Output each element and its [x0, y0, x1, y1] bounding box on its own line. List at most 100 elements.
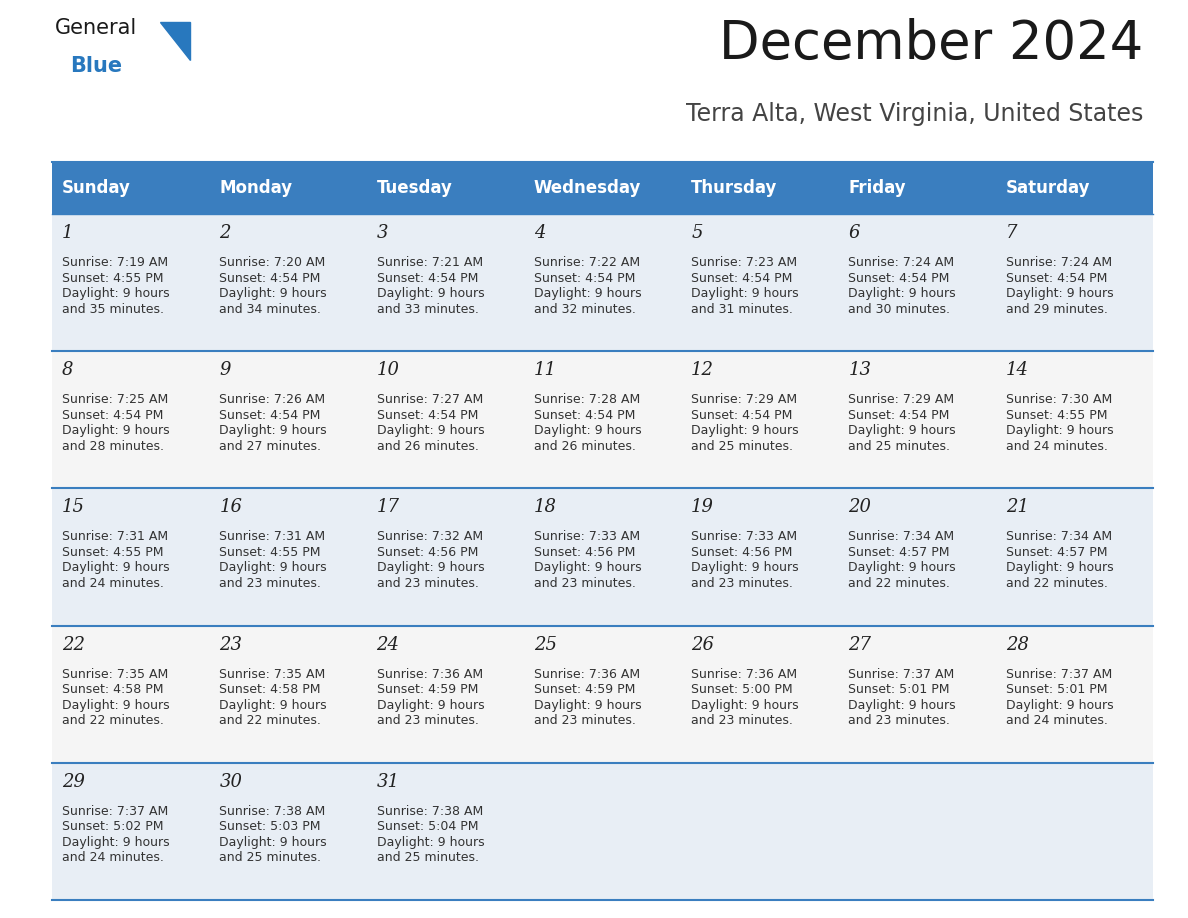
- Text: 4: 4: [533, 224, 545, 242]
- Text: 19: 19: [691, 498, 714, 517]
- Text: 28: 28: [1006, 635, 1029, 654]
- Text: Sunset: 4:55 PM: Sunset: 4:55 PM: [1006, 409, 1107, 421]
- Text: Thursday: Thursday: [691, 179, 777, 197]
- Text: Sunset: 4:54 PM: Sunset: 4:54 PM: [533, 409, 636, 421]
- Bar: [839, 162, 996, 214]
- Text: Sunrise: 7:25 AM: Sunrise: 7:25 AM: [62, 393, 169, 406]
- Text: and 34 minutes.: and 34 minutes.: [220, 303, 321, 316]
- Text: Daylight: 9 hours: Daylight: 9 hours: [220, 699, 327, 711]
- Text: Sunrise: 7:34 AM: Sunrise: 7:34 AM: [1006, 531, 1112, 543]
- Bar: [209, 162, 367, 214]
- Text: 11: 11: [533, 361, 557, 379]
- Text: Sunrise: 7:33 AM: Sunrise: 7:33 AM: [533, 531, 640, 543]
- Text: Blue: Blue: [70, 56, 122, 76]
- Text: Sunset: 4:55 PM: Sunset: 4:55 PM: [220, 546, 321, 559]
- Text: Daylight: 9 hours: Daylight: 9 hours: [1006, 699, 1113, 711]
- Text: and 29 minutes.: and 29 minutes.: [1006, 303, 1107, 316]
- Text: Sunset: 4:54 PM: Sunset: 4:54 PM: [848, 409, 949, 421]
- Bar: [996, 162, 1154, 214]
- Text: Sunrise: 7:29 AM: Sunrise: 7:29 AM: [691, 393, 797, 406]
- Text: Sunrise: 7:34 AM: Sunrise: 7:34 AM: [848, 531, 954, 543]
- Text: 24: 24: [377, 635, 399, 654]
- Bar: [367, 162, 524, 214]
- Text: Daylight: 9 hours: Daylight: 9 hours: [1006, 287, 1113, 300]
- Text: and 25 minutes.: and 25 minutes.: [220, 851, 321, 865]
- Text: and 32 minutes.: and 32 minutes.: [533, 303, 636, 316]
- Text: Daylight: 9 hours: Daylight: 9 hours: [848, 424, 956, 437]
- Text: 29: 29: [62, 773, 86, 790]
- Text: Daylight: 9 hours: Daylight: 9 hours: [533, 287, 642, 300]
- Text: 1: 1: [62, 224, 74, 242]
- Text: and 33 minutes.: and 33 minutes.: [377, 303, 479, 316]
- Text: Sunrise: 7:23 AM: Sunrise: 7:23 AM: [691, 256, 797, 269]
- Text: and 27 minutes.: and 27 minutes.: [220, 440, 321, 453]
- Text: General: General: [55, 18, 138, 38]
- Text: Sunrise: 7:29 AM: Sunrise: 7:29 AM: [848, 393, 954, 406]
- Text: 7: 7: [1006, 224, 1017, 242]
- Text: 12: 12: [691, 361, 714, 379]
- Text: Sunset: 4:56 PM: Sunset: 4:56 PM: [377, 546, 478, 559]
- Text: Sunset: 4:54 PM: Sunset: 4:54 PM: [62, 409, 164, 421]
- Text: Saturday: Saturday: [1006, 179, 1091, 197]
- Text: and 26 minutes.: and 26 minutes.: [533, 440, 636, 453]
- Text: Sunset: 5:00 PM: Sunset: 5:00 PM: [691, 683, 792, 696]
- Text: and 26 minutes.: and 26 minutes.: [377, 440, 479, 453]
- Text: Sunset: 4:55 PM: Sunset: 4:55 PM: [62, 272, 164, 285]
- Text: Sunset: 4:56 PM: Sunset: 4:56 PM: [691, 546, 792, 559]
- Text: and 24 minutes.: and 24 minutes.: [62, 577, 164, 590]
- Text: Daylight: 9 hours: Daylight: 9 hours: [691, 287, 798, 300]
- Text: 25: 25: [533, 635, 557, 654]
- Text: Sunrise: 7:35 AM: Sunrise: 7:35 AM: [62, 667, 169, 680]
- Text: Sunset: 4:54 PM: Sunset: 4:54 PM: [220, 272, 321, 285]
- Text: Sunrise: 7:27 AM: Sunrise: 7:27 AM: [377, 393, 482, 406]
- Bar: [52, 214, 1154, 352]
- Text: Daylight: 9 hours: Daylight: 9 hours: [220, 835, 327, 849]
- Text: and 31 minutes.: and 31 minutes.: [691, 303, 794, 316]
- Bar: [524, 162, 681, 214]
- Text: Sunrise: 7:36 AM: Sunrise: 7:36 AM: [377, 667, 482, 680]
- Text: and 24 minutes.: and 24 minutes.: [1006, 714, 1107, 727]
- Text: Daylight: 9 hours: Daylight: 9 hours: [533, 562, 642, 575]
- Text: Daylight: 9 hours: Daylight: 9 hours: [377, 562, 485, 575]
- Text: Daylight: 9 hours: Daylight: 9 hours: [62, 287, 170, 300]
- Text: Sunset: 4:54 PM: Sunset: 4:54 PM: [848, 272, 949, 285]
- Text: Sunset: 4:58 PM: Sunset: 4:58 PM: [62, 683, 164, 696]
- Text: Sunrise: 7:35 AM: Sunrise: 7:35 AM: [220, 667, 326, 680]
- Text: Daylight: 9 hours: Daylight: 9 hours: [220, 562, 327, 575]
- Text: Sunset: 4:57 PM: Sunset: 4:57 PM: [848, 546, 950, 559]
- Text: Tuesday: Tuesday: [377, 179, 453, 197]
- Text: Sunrise: 7:19 AM: Sunrise: 7:19 AM: [62, 256, 169, 269]
- Text: Sunset: 4:58 PM: Sunset: 4:58 PM: [220, 683, 321, 696]
- Bar: [681, 162, 839, 214]
- Text: Daylight: 9 hours: Daylight: 9 hours: [220, 424, 327, 437]
- Text: and 23 minutes.: and 23 minutes.: [691, 577, 794, 590]
- Text: Sunrise: 7:33 AM: Sunrise: 7:33 AM: [691, 531, 797, 543]
- Text: Daylight: 9 hours: Daylight: 9 hours: [691, 562, 798, 575]
- Text: and 22 minutes.: and 22 minutes.: [220, 714, 321, 727]
- Text: Daylight: 9 hours: Daylight: 9 hours: [1006, 424, 1113, 437]
- Text: and 23 minutes.: and 23 minutes.: [220, 577, 321, 590]
- Bar: [52, 162, 209, 214]
- Text: and 24 minutes.: and 24 minutes.: [62, 851, 164, 865]
- Text: Sunday: Sunday: [62, 179, 131, 197]
- Text: and 22 minutes.: and 22 minutes.: [1006, 577, 1107, 590]
- Text: Sunset: 4:54 PM: Sunset: 4:54 PM: [377, 409, 478, 421]
- Text: 23: 23: [220, 635, 242, 654]
- Text: Daylight: 9 hours: Daylight: 9 hours: [848, 562, 956, 575]
- Text: and 23 minutes.: and 23 minutes.: [691, 714, 794, 727]
- Text: Sunset: 4:56 PM: Sunset: 4:56 PM: [533, 546, 636, 559]
- Text: Daylight: 9 hours: Daylight: 9 hours: [62, 699, 170, 711]
- Text: Sunrise: 7:24 AM: Sunrise: 7:24 AM: [848, 256, 954, 269]
- Text: Friday: Friday: [848, 179, 906, 197]
- Text: Sunrise: 7:38 AM: Sunrise: 7:38 AM: [377, 805, 482, 818]
- Text: Daylight: 9 hours: Daylight: 9 hours: [220, 287, 327, 300]
- Text: Daylight: 9 hours: Daylight: 9 hours: [848, 287, 956, 300]
- Text: 14: 14: [1006, 361, 1029, 379]
- Text: 2: 2: [220, 224, 230, 242]
- Text: Sunset: 5:04 PM: Sunset: 5:04 PM: [377, 821, 478, 834]
- Text: and 22 minutes.: and 22 minutes.: [62, 714, 164, 727]
- Text: 6: 6: [848, 224, 860, 242]
- Text: 30: 30: [220, 773, 242, 790]
- Text: 8: 8: [62, 361, 74, 379]
- Text: Sunrise: 7:37 AM: Sunrise: 7:37 AM: [62, 805, 169, 818]
